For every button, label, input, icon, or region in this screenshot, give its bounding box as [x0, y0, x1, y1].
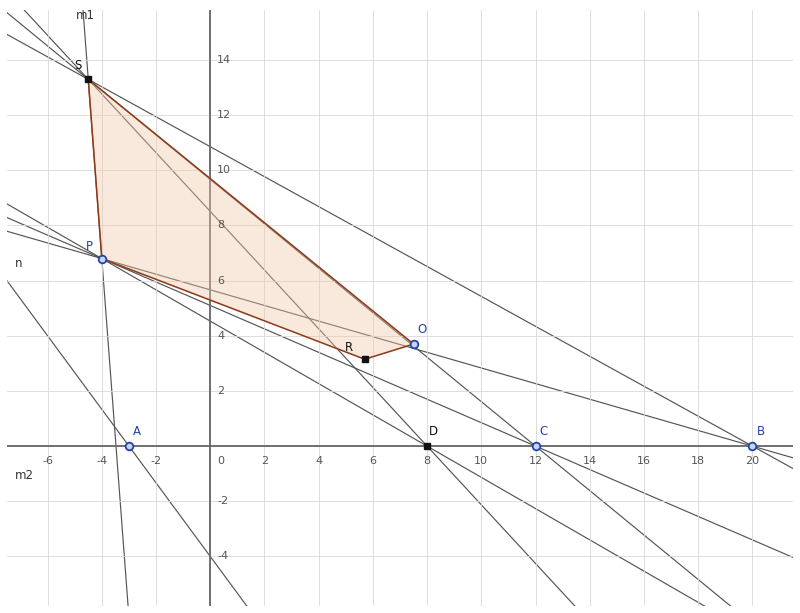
Text: 2: 2: [217, 386, 224, 396]
Text: -4: -4: [96, 455, 107, 466]
Text: 12: 12: [529, 455, 542, 466]
Text: D: D: [429, 425, 438, 438]
Text: -2: -2: [217, 497, 228, 506]
Text: B: B: [757, 425, 765, 438]
Text: A: A: [133, 425, 141, 438]
Polygon shape: [88, 79, 414, 359]
Text: 6: 6: [217, 276, 224, 286]
Text: 12: 12: [217, 110, 231, 120]
Text: 14: 14: [582, 455, 597, 466]
Text: -2: -2: [150, 455, 162, 466]
Text: 4: 4: [315, 455, 322, 466]
Text: 10: 10: [474, 455, 488, 466]
Text: 2: 2: [261, 455, 268, 466]
Text: 8: 8: [217, 221, 224, 230]
Text: 20: 20: [746, 455, 759, 466]
Text: -6: -6: [42, 455, 53, 466]
Text: 4: 4: [217, 331, 224, 341]
Text: -4: -4: [217, 552, 228, 562]
Text: R: R: [345, 341, 353, 354]
Text: P: P: [86, 240, 93, 253]
Text: m1: m1: [76, 9, 95, 21]
Text: 16: 16: [637, 455, 651, 466]
Text: n: n: [15, 257, 22, 270]
Text: 8: 8: [423, 455, 430, 466]
Text: 0: 0: [217, 455, 224, 466]
Text: 18: 18: [691, 455, 706, 466]
Text: 6: 6: [370, 455, 376, 466]
Text: 10: 10: [217, 166, 231, 175]
Text: C: C: [540, 425, 548, 438]
Text: O: O: [418, 323, 427, 336]
Text: 14: 14: [217, 55, 231, 65]
Text: m2: m2: [15, 469, 34, 482]
Text: S: S: [74, 59, 82, 72]
